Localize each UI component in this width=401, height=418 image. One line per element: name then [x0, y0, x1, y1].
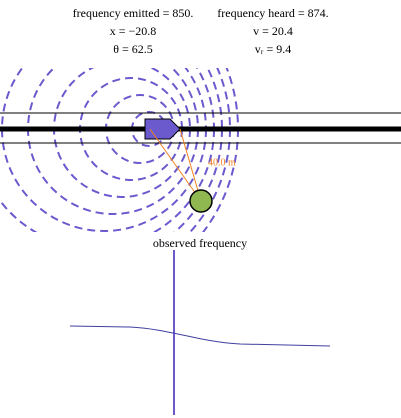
readout: x = −20.8: [110, 24, 157, 38]
readout: frequency heard = 874.: [217, 6, 328, 20]
sight-line: [179, 128, 202, 202]
plot-title: observed frequency: [153, 236, 247, 250]
distance-label: 40.0 m: [208, 157, 236, 168]
readout: θ = 62.5: [113, 42, 153, 56]
readout: v = 20.4: [253, 24, 293, 38]
readout: frequency emitted = 850.: [73, 6, 194, 20]
listener: [189, 189, 213, 213]
readout: vᵣ = 9.4: [255, 42, 292, 56]
frequency-curve: [69, 325, 331, 347]
wavefront: [173, 68, 223, 232]
sight-line: [149, 128, 202, 202]
